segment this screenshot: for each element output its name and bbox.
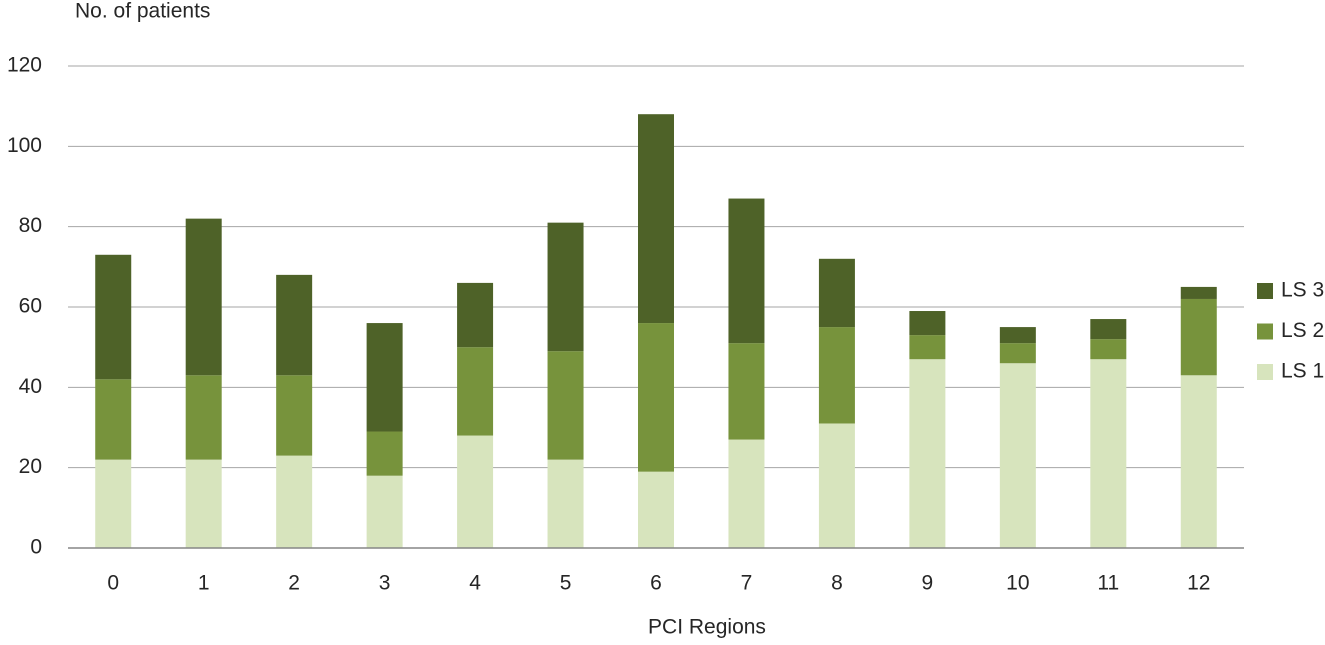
x-axis-title: PCI Regions [648, 616, 766, 639]
bar-segment [185, 459, 222, 548]
x-tick-label: 7 [741, 572, 753, 595]
legend-label: LS 3 [1281, 279, 1324, 302]
bar-segment [276, 274, 313, 376]
x-tick-label: 1 [198, 572, 210, 595]
x-tick-label: 2 [288, 572, 300, 595]
bar-segment [728, 198, 765, 344]
bar-segment [366, 323, 403, 432]
legend-swatch [1257, 323, 1273, 340]
bar-segment [638, 323, 674, 472]
y-tick-label: 80 [19, 214, 42, 237]
y-tick-label: 120 [7, 54, 42, 77]
bar-segment [818, 327, 855, 424]
y-tick-label: 20 [19, 455, 42, 478]
legend-label: LS 1 [1281, 360, 1324, 383]
y-tick-label: 0 [30, 536, 42, 559]
bar-segment [457, 347, 494, 436]
bar-segment [95, 459, 132, 548]
legend-label: LS 2 [1281, 319, 1324, 342]
bar-segment [1090, 359, 1127, 548]
bar-segment [547, 459, 584, 548]
bar-segment [818, 423, 855, 548]
bar-segment [999, 327, 1036, 344]
bar-segment [1180, 375, 1217, 548]
x-tick-label: 10 [1006, 572, 1029, 595]
bar-segment [547, 222, 584, 352]
x-tick-label: 12 [1187, 572, 1210, 595]
bar-segment [185, 218, 222, 376]
bar-segment [909, 311, 946, 336]
bar-segment [547, 351, 584, 460]
bar-segment [638, 114, 674, 324]
y-tick-label: 100 [7, 134, 42, 157]
y-axis-title: No. of patients [75, 0, 210, 23]
bar-segment [999, 343, 1036, 364]
bar-segment [276, 375, 313, 456]
bar-segment [1180, 298, 1217, 376]
x-tick-label: 4 [469, 572, 481, 595]
bar-segment [366, 431, 403, 476]
bar-segment [909, 359, 946, 548]
bar-segment [95, 379, 132, 460]
x-tick-label: 9 [922, 572, 934, 595]
bar-segment [185, 375, 222, 460]
x-tick-label: 6 [650, 572, 662, 595]
x-tick-label: 8 [831, 572, 843, 595]
x-tick-label: 0 [107, 572, 119, 595]
bar-segment [457, 282, 494, 348]
bar-segment [1180, 286, 1217, 299]
bar-segment [457, 435, 494, 548]
bar-segment [638, 471, 674, 548]
bar-segment [818, 258, 855, 328]
bar-segment [95, 254, 132, 380]
bar-segment [728, 439, 765, 548]
bar-segment [1090, 339, 1127, 360]
bar-segment [366, 475, 403, 548]
bar-segment [909, 335, 946, 360]
bar-segment [276, 455, 313, 548]
x-tick-label: 5 [560, 572, 572, 595]
bar-segment [728, 343, 765, 440]
x-tick-label: 11 [1097, 572, 1119, 595]
legend-swatch [1257, 283, 1273, 299]
bar-segment [1090, 319, 1127, 340]
bar-segment [999, 363, 1036, 548]
y-tick-label: 60 [19, 295, 42, 318]
legend-swatch [1257, 364, 1273, 380]
x-tick-label: 3 [379, 572, 391, 595]
y-tick-label: 40 [19, 375, 42, 398]
